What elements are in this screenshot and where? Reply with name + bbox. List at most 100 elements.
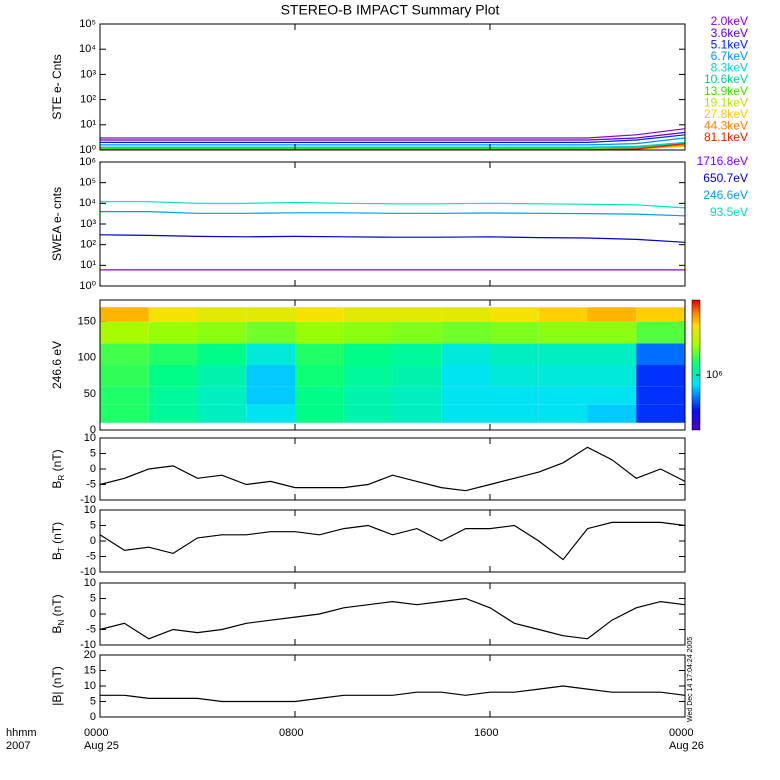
y-tick-label: 20 bbox=[84, 649, 96, 661]
heatmap-cell bbox=[441, 307, 490, 322]
heatmap-cell bbox=[636, 404, 685, 423]
heatmap-cell bbox=[246, 343, 295, 365]
heatmap-cell bbox=[197, 307, 247, 322]
heatmap-cell bbox=[148, 307, 198, 322]
legend-entry: 8.3keV bbox=[711, 61, 748, 75]
x-tick-label: 0000 bbox=[84, 727, 108, 739]
x-tick-label: 0000 bbox=[669, 727, 693, 739]
heatmap-cell bbox=[587, 386, 637, 405]
heatmap-cell bbox=[197, 365, 247, 387]
corner-label: 2007 bbox=[6, 740, 30, 752]
y-tick-label: 10⁰ bbox=[79, 144, 96, 156]
y-label-sub: T bbox=[57, 547, 66, 552]
heatmap-cell bbox=[343, 404, 393, 423]
y-tick-label: -10 bbox=[80, 566, 96, 578]
heatmap-cell bbox=[538, 307, 588, 322]
panel-frame bbox=[99, 437, 686, 501]
legend-entry: 6.7keV bbox=[711, 49, 748, 63]
legend-entry: 10.6keV bbox=[704, 72, 748, 86]
heatmap-cell bbox=[587, 343, 637, 365]
y-tick-label: 0 bbox=[90, 424, 96, 436]
heatmap-cell bbox=[100, 321, 149, 344]
y-tick-label: 5 bbox=[90, 695, 96, 707]
heatmap-cell bbox=[392, 307, 442, 322]
heatmap-cell bbox=[441, 404, 490, 423]
y-label-main: B bbox=[50, 552, 64, 560]
heatmap-cell bbox=[295, 365, 344, 387]
y-tick-label: 10² bbox=[80, 239, 96, 251]
heatmap-cell bbox=[246, 321, 295, 344]
heatmap-cell bbox=[392, 404, 442, 423]
panel-frame bbox=[99, 161, 686, 287]
y-tick-label: 0 bbox=[90, 608, 96, 620]
y-tick-label: 10⁵ bbox=[79, 177, 96, 189]
series-line bbox=[100, 211, 686, 217]
heatmap-cell bbox=[636, 365, 685, 387]
heatmap-cell bbox=[295, 404, 344, 423]
heatmap-cell bbox=[538, 365, 588, 387]
colorbar-tick-label: 10⁶ bbox=[706, 369, 723, 381]
y-tick-label: 10⁵ bbox=[79, 18, 96, 30]
x-date-label: Aug 25 bbox=[84, 740, 119, 752]
y-label-sub: R bbox=[57, 475, 66, 481]
y-tick-label: 50 bbox=[84, 388, 96, 400]
y-tick-label: 10⁴ bbox=[79, 197, 96, 209]
series-line bbox=[100, 141, 686, 148]
heatmap-cell bbox=[587, 307, 637, 322]
legend-entry: 81.1keV bbox=[704, 130, 748, 144]
panel-frame bbox=[99, 654, 686, 718]
series-line bbox=[100, 201, 686, 209]
heatmap-cell bbox=[636, 321, 685, 344]
series-line bbox=[100, 685, 686, 703]
heatmap-cell bbox=[197, 386, 247, 405]
legend-entry: 3.6keV bbox=[711, 26, 748, 40]
heatmap-cell bbox=[148, 404, 198, 423]
heatmap-cell bbox=[490, 321, 539, 344]
heatmap-cell bbox=[636, 386, 685, 405]
legend-entry: 5.1keV bbox=[711, 37, 748, 51]
plot-title: STEREO-B IMPACT Summary Plot bbox=[281, 2, 500, 18]
x-tick-label: 1600 bbox=[474, 727, 498, 739]
heatmap-cell bbox=[148, 321, 198, 344]
heatmap-cell bbox=[441, 343, 490, 365]
y-label-unit: (nT) bbox=[50, 449, 64, 474]
heatmap-cell bbox=[490, 307, 539, 322]
heatmap-cell bbox=[100, 404, 149, 423]
panel-frame bbox=[99, 582, 686, 646]
y-tick-label: 10² bbox=[80, 94, 96, 106]
legend-entry: 27.8keV bbox=[704, 107, 748, 121]
y-axis-label: SWEA e- cnts bbox=[50, 187, 64, 261]
x-tick-label: 0800 bbox=[279, 727, 303, 739]
series-line bbox=[99, 446, 686, 492]
heatmap-cell bbox=[538, 343, 588, 365]
heatmap-cell bbox=[392, 386, 442, 405]
y-tick-label: -5 bbox=[86, 623, 96, 635]
heatmap-cell bbox=[295, 386, 344, 405]
heatmap-cell bbox=[343, 386, 393, 405]
y-axis-label: BT (nT) bbox=[50, 522, 66, 560]
heatmap-cell bbox=[636, 307, 685, 322]
y-tick-label: 10⁰ bbox=[79, 280, 96, 292]
heatmap-cell bbox=[490, 404, 539, 423]
y-tick-label: 10 bbox=[84, 577, 96, 589]
y-label-unit: (nT) bbox=[50, 522, 64, 547]
heatmap-cell bbox=[100, 307, 149, 322]
heatmap-cell bbox=[538, 321, 588, 344]
heatmap-cell bbox=[392, 365, 442, 387]
heatmap-cell bbox=[538, 386, 588, 405]
y-tick-label: 0 bbox=[90, 535, 96, 547]
heatmap-cell bbox=[587, 404, 637, 423]
corner-label: hhmm bbox=[6, 727, 37, 739]
series-line bbox=[100, 128, 686, 139]
legend-entry: 44.3keV bbox=[704, 119, 748, 133]
y-label-main: B bbox=[50, 481, 64, 489]
legend-entry: 1716.8eV bbox=[697, 154, 748, 168]
heatmap-cell bbox=[490, 365, 539, 387]
heatmap-cell bbox=[441, 321, 490, 344]
heatmap-cell bbox=[197, 321, 247, 344]
y-tick-label: -10 bbox=[80, 494, 96, 506]
heatmap-cell bbox=[197, 343, 247, 365]
y-tick-label: 10³ bbox=[80, 218, 96, 230]
heatmap-cell bbox=[490, 343, 539, 365]
heatmap-cell bbox=[392, 321, 442, 344]
